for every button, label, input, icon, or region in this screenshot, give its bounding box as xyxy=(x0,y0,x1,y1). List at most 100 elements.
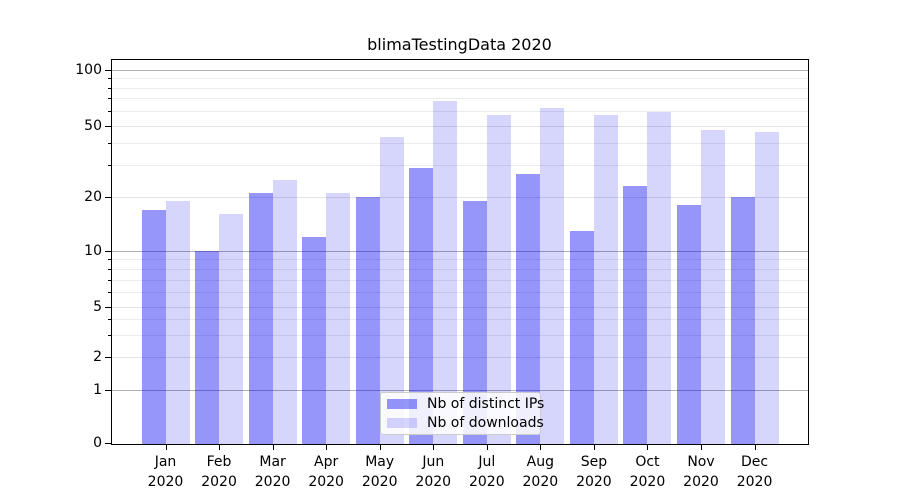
x-tick-label-dec: Dec 2020 xyxy=(736,454,773,490)
legend-entry-distinct-ips: Nb of distinct IPs xyxy=(387,395,544,414)
x-tick-label-apr: Apr 2020 xyxy=(308,454,344,490)
gridline-minor-60 xyxy=(112,111,808,112)
y-tick-mark-50 xyxy=(105,126,111,127)
bar-distinct-ips-may xyxy=(355,197,380,444)
legend-entry-downloads: Nb of downloads xyxy=(387,414,544,433)
y-tick-mark-minor-60 xyxy=(108,111,111,112)
bar-downloads-jan xyxy=(165,200,190,444)
gridline-2 xyxy=(112,357,808,358)
y-tick-mark-1 xyxy=(105,390,111,391)
bar-downloads-sep xyxy=(593,114,618,444)
y-tick-mark-2 xyxy=(105,357,111,358)
y-tick-label-50: 50 xyxy=(84,117,102,134)
bar-distinct-ips-jan xyxy=(141,209,166,444)
x-tick-mark-sep xyxy=(594,445,595,450)
bar-downloads-nov xyxy=(701,130,725,444)
bar-distinct-ips-feb xyxy=(195,251,220,444)
bar-downloads-apr xyxy=(326,193,351,444)
gridline-minor-4 xyxy=(112,319,808,320)
gridline-minor-7 xyxy=(112,280,808,281)
x-tick-mark-aug xyxy=(540,445,541,450)
gridline-10 xyxy=(112,251,808,252)
bar-distinct-ips-sep xyxy=(569,230,594,444)
gridline-minor-40 xyxy=(112,143,808,144)
y-tick-mark-5 xyxy=(105,307,111,308)
y-tick-label-0: 0 xyxy=(93,435,102,451)
bar-downloads-mar xyxy=(272,179,297,444)
y-tick-mark-minor-40 xyxy=(108,143,111,144)
x-tick-label-jan: Jan 2020 xyxy=(147,454,184,490)
y-tick-mark-minor-3 xyxy=(108,335,111,336)
x-tick-mark-jan xyxy=(166,445,167,450)
bar-downloads-feb xyxy=(219,214,244,444)
gridline-5 xyxy=(112,307,808,308)
y-tick-mark-0 xyxy=(105,443,111,444)
bar-distinct-ips-apr xyxy=(302,236,327,444)
y-tick-mark-minor-90 xyxy=(108,78,111,79)
y-tick-mark-minor-80 xyxy=(108,88,111,89)
y-tick-label-100: 100 xyxy=(75,61,102,78)
chart-title: blimaTestingData 2020 xyxy=(367,35,552,54)
gridline-20 xyxy=(112,197,808,198)
gridline-1 xyxy=(112,390,808,391)
x-tick-mark-apr xyxy=(326,445,327,450)
gridline-100 xyxy=(112,70,808,71)
gridline-minor-3 xyxy=(112,335,808,336)
y-tick-mark-minor-6 xyxy=(108,292,111,293)
gridline-minor-70 xyxy=(112,98,808,99)
x-tick-mark-jun xyxy=(433,445,434,450)
legend-swatch-distinct-ips xyxy=(387,399,417,410)
x-tick-label-may: May 2020 xyxy=(361,454,398,490)
bar-distinct-ips-oct xyxy=(623,186,648,444)
legend: Nb of distinct IPs Nb of downloads xyxy=(380,392,544,435)
y-tick-mark-minor-4 xyxy=(108,319,111,320)
y-tick-mark-100 xyxy=(105,70,111,71)
bar-distinct-ips-dec xyxy=(730,197,755,444)
bar-downloads-jun xyxy=(433,100,458,444)
gridline-minor-9 xyxy=(112,259,808,260)
bar-downloads-aug xyxy=(540,108,565,444)
y-tick-label-10: 10 xyxy=(84,243,102,259)
gridline-minor-80 xyxy=(112,88,808,89)
bar-downloads-oct xyxy=(647,112,672,444)
x-tick-mark-feb xyxy=(219,445,220,450)
x-tick-label-mar: Mar 2020 xyxy=(254,454,291,490)
legend-swatch-downloads xyxy=(387,417,417,428)
y-tick-mark-minor-8 xyxy=(108,269,111,270)
x-tick-mark-oct xyxy=(647,445,648,450)
y-tick-mark-20 xyxy=(105,197,111,198)
y-tick-mark-minor-30 xyxy=(108,165,111,166)
y-tick-label-2: 2 xyxy=(93,349,102,365)
x-tick-mark-jul xyxy=(487,445,488,450)
y-tick-label-20: 20 xyxy=(84,189,102,205)
y-tick-mark-10 xyxy=(105,251,111,252)
gridline-minor-8 xyxy=(112,269,808,270)
y-tick-mark-minor-70 xyxy=(108,98,111,99)
y-tick-mark-minor-7 xyxy=(108,280,111,281)
y-tick-label-5: 5 xyxy=(93,298,102,315)
legend-label-distinct-ips: Nb of distinct IPs xyxy=(427,396,545,413)
bar-downloads-dec xyxy=(754,132,779,444)
x-tick-label-jun: Jun 2020 xyxy=(415,454,452,490)
bar-distinct-ips-nov xyxy=(677,205,701,444)
x-tick-label-aug: Aug 2020 xyxy=(522,454,559,490)
bar-downloads-jul xyxy=(486,114,511,444)
x-tick-mark-nov xyxy=(701,445,702,450)
gridline-minor-6 xyxy=(112,292,808,293)
gridline-50 xyxy=(112,126,808,127)
legend-label-downloads: Nb of downloads xyxy=(427,414,544,431)
x-tick-mark-mar xyxy=(273,445,274,450)
plot-area xyxy=(111,59,809,445)
gridline-minor-90 xyxy=(112,78,808,79)
x-tick-label-nov: Nov 2020 xyxy=(683,454,719,490)
x-tick-label-sep: Sep 2020 xyxy=(576,454,612,490)
x-tick-mark-dec xyxy=(755,445,756,450)
x-tick-mark-may xyxy=(380,445,381,450)
x-tick-label-feb: Feb 2020 xyxy=(201,454,237,490)
gridline-minor-30 xyxy=(112,165,808,166)
y-tick-label-1: 1 xyxy=(93,382,102,398)
x-tick-label-oct: Oct 2020 xyxy=(629,454,666,490)
x-tick-label-jul: Jul 2020 xyxy=(468,454,505,490)
bar-distinct-ips-mar xyxy=(248,193,273,444)
